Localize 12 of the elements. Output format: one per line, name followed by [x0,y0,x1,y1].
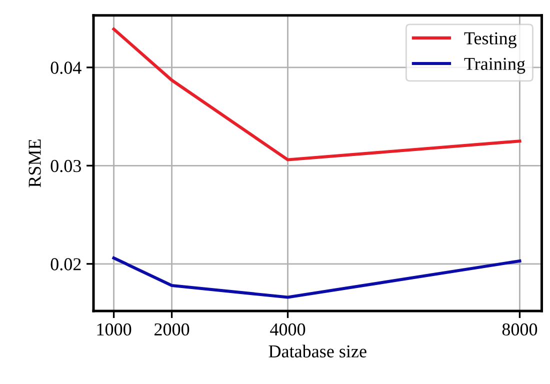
line-series [112,256,522,299]
legend-label: Testing [464,32,517,48]
y-tick-label: 0.04 [50,62,82,74]
x-tick-label: 8000 [502,323,538,336]
x-tick-label: 2000 [154,323,190,336]
y-tick-label: 0.02 [50,258,81,270]
y-axis-title: RSME [28,140,41,188]
y-tick-label: 0.03 [50,160,81,172]
legend-label: Training [464,58,526,74]
x-axis-title: Database size [268,344,366,358]
x-tick-label: 1000 [97,323,132,336]
x-tick-label: 4000 [270,323,306,336]
